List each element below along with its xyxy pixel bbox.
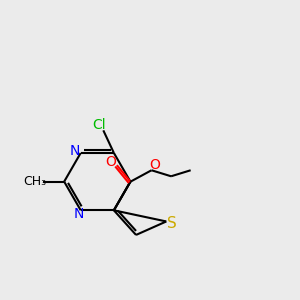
- Text: O: O: [105, 154, 116, 169]
- Text: CH₃: CH₃: [23, 175, 46, 188]
- Text: Cl: Cl: [92, 118, 106, 132]
- Text: S: S: [167, 216, 177, 231]
- Text: N: N: [70, 143, 80, 158]
- Text: O: O: [150, 158, 160, 172]
- Text: N: N: [74, 207, 84, 221]
